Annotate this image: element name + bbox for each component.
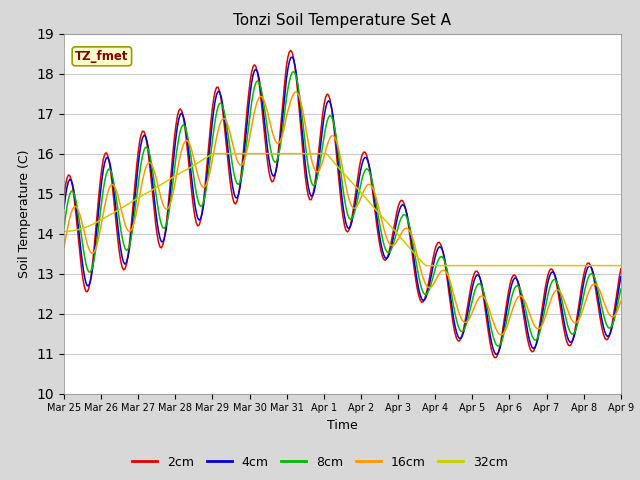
Line: 16cm: 16cm (64, 92, 621, 335)
4cm (97, 191, 104, 196)
8cm (543, 298, 550, 303)
4cm (79, 264, 87, 269)
8cm (458, 329, 466, 335)
32cm (210, 151, 218, 156)
32cm (543, 263, 550, 268)
4cm (617, 274, 625, 280)
16cm (291, 89, 299, 95)
16cm (458, 317, 466, 323)
8cm (495, 343, 502, 349)
16cm (97, 227, 104, 232)
8cm (617, 286, 625, 292)
Legend: 2cm, 4cm, 8cm, 16cm, 32cm: 2cm, 4cm, 8cm, 16cm, 32cm (127, 451, 513, 474)
16cm (543, 310, 550, 316)
Title: Tonzi Soil Temperature Set A: Tonzi Soil Temperature Set A (234, 13, 451, 28)
4cm (60, 205, 68, 211)
16cm (60, 244, 68, 250)
4cm (458, 333, 466, 339)
32cm (616, 263, 623, 268)
Line: 2cm: 2cm (64, 50, 621, 358)
2cm (616, 274, 623, 280)
Line: 4cm: 4cm (64, 57, 621, 354)
16cm (616, 303, 623, 309)
4cm (616, 282, 623, 288)
8cm (60, 225, 68, 231)
2cm (79, 276, 87, 282)
2cm (543, 277, 550, 283)
2cm (617, 266, 625, 272)
Line: 8cm: 8cm (64, 72, 621, 346)
8cm (79, 244, 87, 250)
32cm (79, 226, 87, 231)
16cm (498, 332, 506, 338)
Y-axis label: Soil Temperature (C): Soil Temperature (C) (18, 149, 31, 278)
8cm (616, 293, 623, 299)
32cm (348, 180, 356, 185)
2cm (458, 331, 466, 337)
16cm (617, 298, 625, 304)
8cm (290, 69, 298, 74)
8cm (97, 209, 104, 215)
32cm (60, 228, 68, 234)
2cm (287, 48, 294, 53)
2cm (97, 178, 104, 183)
X-axis label: Time: Time (327, 419, 358, 432)
4cm (348, 219, 356, 225)
2cm (348, 216, 356, 221)
16cm (79, 223, 87, 229)
4cm (289, 54, 296, 60)
32cm (617, 263, 625, 268)
32cm (460, 263, 468, 268)
4cm (492, 351, 500, 357)
2cm (492, 355, 500, 360)
32cm (97, 217, 104, 223)
32cm (422, 263, 430, 268)
16cm (348, 204, 356, 209)
4cm (543, 286, 550, 291)
8cm (348, 216, 356, 222)
Line: 32cm: 32cm (64, 154, 621, 265)
Text: TZ_fmet: TZ_fmet (75, 50, 129, 63)
2cm (60, 193, 68, 199)
